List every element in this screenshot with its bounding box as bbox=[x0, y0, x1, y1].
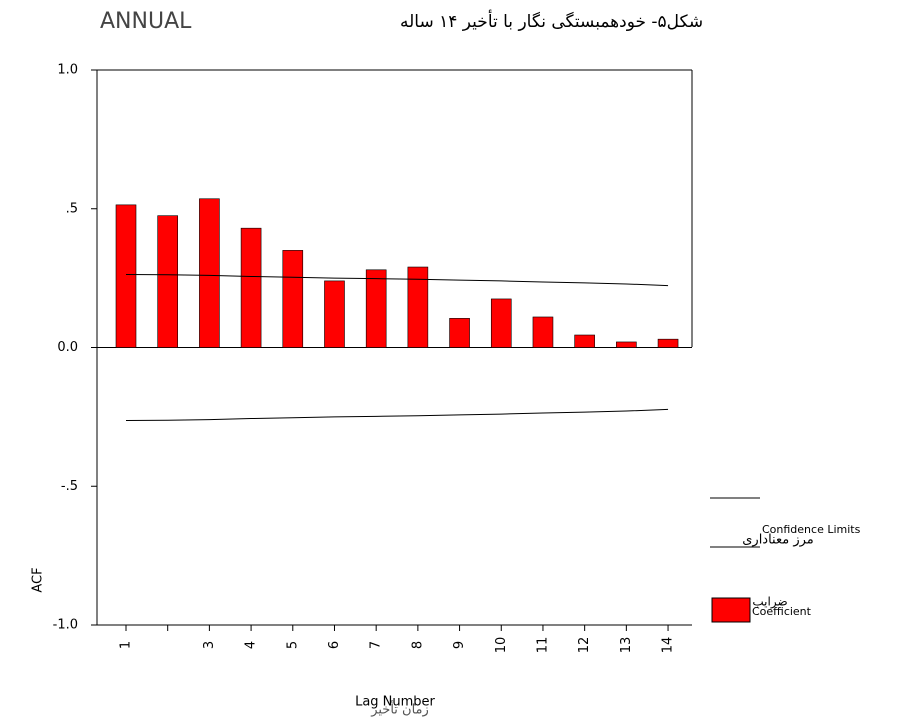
y-tick-label: -1.0 bbox=[53, 618, 78, 633]
y-tick-label: 1.0 bbox=[57, 63, 78, 78]
bar bbox=[657, 338, 679, 348]
bar bbox=[115, 204, 137, 348]
legend-label: ضرایب bbox=[752, 595, 787, 610]
x-tick-label: 8 bbox=[410, 641, 425, 649]
bar bbox=[365, 269, 387, 348]
confidence-limit bbox=[125, 274, 669, 287]
x-tick-label: 4 bbox=[244, 641, 259, 649]
x-tick-label: 7 bbox=[369, 641, 384, 649]
bar bbox=[532, 316, 554, 348]
bar bbox=[616, 341, 637, 348]
chart-title: ANNUAL bbox=[100, 9, 192, 34]
y-tick-label: 0.0 bbox=[57, 340, 78, 355]
legend-label: مرز معناداری bbox=[742, 533, 814, 548]
x-tick-label: 6 bbox=[327, 641, 342, 649]
x-tick-label: 11 bbox=[535, 637, 550, 654]
confidence-limit bbox=[125, 408, 669, 421]
y-axis-title: ACF bbox=[31, 567, 46, 592]
legend-label: Confidence Limits bbox=[762, 523, 861, 536]
x-tick-label: 13 bbox=[619, 637, 634, 654]
x-axis-title-alt: زمان تأخیر bbox=[370, 700, 429, 718]
x-tick-label: 10 bbox=[494, 637, 509, 654]
y-tick-label: -.5 bbox=[61, 479, 78, 494]
x-axis-title: Lag Number bbox=[355, 695, 435, 710]
bar bbox=[574, 334, 595, 348]
bar bbox=[490, 298, 512, 348]
legend-label: Coefficient bbox=[752, 605, 812, 618]
bar bbox=[282, 250, 304, 348]
x-tick-label: 12 bbox=[577, 637, 592, 654]
chart-subtitle: شکل۵- خودهمبستگی نگار با تأخیر ۱۴ ساله bbox=[400, 9, 703, 32]
y-tick-label: .5 bbox=[66, 201, 78, 216]
x-tick-label: 1 bbox=[119, 641, 134, 649]
bar bbox=[324, 280, 345, 348]
legend-swatch bbox=[711, 597, 751, 623]
bar bbox=[407, 266, 429, 348]
bar bbox=[449, 318, 470, 348]
x-tick-label: 5 bbox=[285, 641, 300, 649]
x-tick-label: 3 bbox=[202, 641, 217, 649]
bar bbox=[199, 198, 220, 348]
x-tick-label: 9 bbox=[452, 641, 467, 649]
bar bbox=[240, 227, 262, 348]
x-tick-label: 14 bbox=[661, 637, 676, 654]
bar bbox=[157, 215, 178, 348]
